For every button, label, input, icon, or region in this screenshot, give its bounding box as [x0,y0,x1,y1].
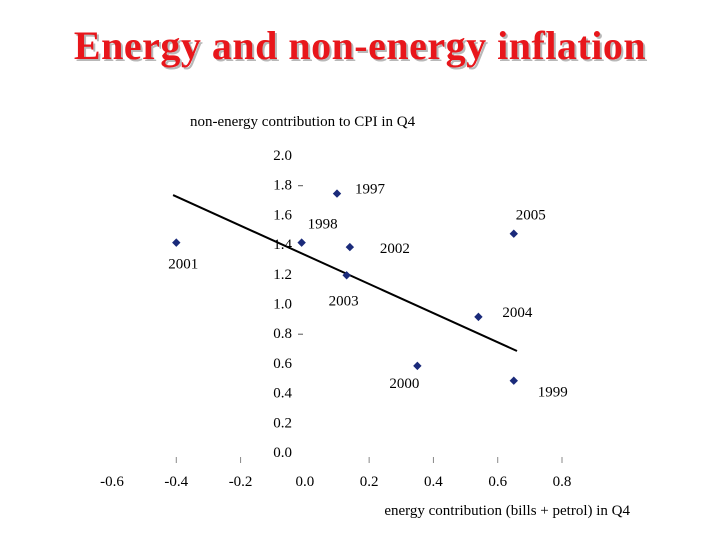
y-tick-label: 1.2 [273,267,292,283]
y-tick-label: 1.8 [273,178,292,194]
data-point-1999 [509,376,518,385]
x-tick-label: 0.8 [553,474,572,490]
point-label-2000: 2000 [389,376,419,392]
data-point-2004 [474,312,483,322]
x-tick-label: -0.2 [229,474,253,490]
point-label-2004: 2004 [502,305,533,321]
data-point-1997 [332,189,342,198]
point-label-2001: 2001 [168,257,198,273]
x-tick-label: 0.4 [424,474,443,490]
x-tick-label: -0.4 [164,474,188,490]
y-tick-label: 0.0 [273,445,292,461]
x-tick-label: 0.2 [360,474,379,490]
point-label-2003: 2003 [329,293,359,309]
x-tick-label: 0.0 [295,474,314,490]
point-label-2005: 2005 [516,208,546,224]
data-point-2003 [342,271,351,280]
data-point-2000 [413,361,422,371]
y-tick-label: 1.6 [273,207,292,223]
x-tick-label: 0.6 [488,474,507,490]
y-tick-label: 0.6 [273,356,292,372]
axis-marks: 0.00.20.40.60.81.01.21.41.61.82.0-0.6-0.… [100,148,571,490]
data-point-2005 [509,229,518,238]
point-label-2002: 2002 [380,241,410,257]
point-label-1998: 1998 [308,217,338,233]
point-label-1999: 1999 [538,385,568,401]
y-tick-label: 2.0 [273,148,292,164]
y-tick-label: 0.8 [273,326,292,342]
data-points: 1997 1998 1999 2000 2001 2002 2003 2004 2005 [168,182,568,401]
y-tick-label: 0.2 [273,415,292,431]
data-point-2001 [172,238,181,247]
point-label-1997: 1997 [355,182,386,198]
y-axis-label: non-energy contribution to CPI in Q4 [190,114,416,130]
data-point-2002 [345,242,355,252]
x-tick-label: -0.6 [100,474,124,490]
y-tick-label: 1.0 [273,297,292,313]
slide-title: Energy and non-energy inflation [73,23,647,68]
y-tick-label: 0.4 [273,386,292,402]
x-axis-label: energy contribution (bills + petrol) in … [384,503,630,519]
data-point-1998 [297,238,306,247]
